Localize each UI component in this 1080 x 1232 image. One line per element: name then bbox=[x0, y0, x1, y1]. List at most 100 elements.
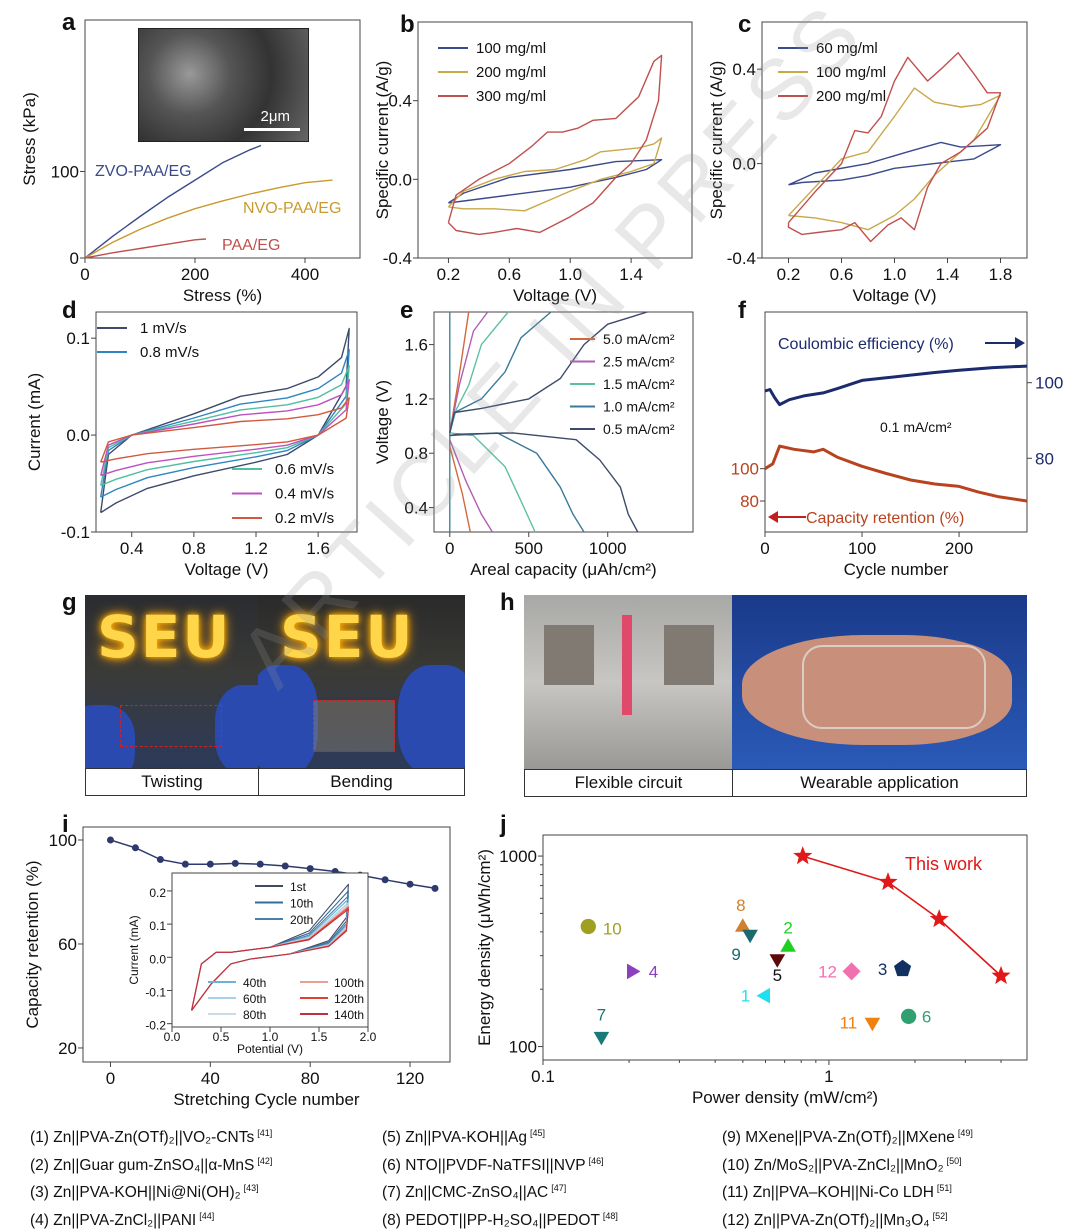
charge-curve bbox=[450, 312, 469, 433]
reference-citation: [42] bbox=[257, 1156, 272, 1166]
legend-label: 1 mV/s bbox=[140, 320, 187, 337]
legend-label: 40th bbox=[243, 976, 266, 990]
data-point bbox=[232, 860, 239, 867]
x-tick-label: 400 bbox=[291, 265, 319, 284]
point-label-5: 5 bbox=[773, 966, 782, 985]
x-tick-label: 1.4 bbox=[936, 265, 960, 284]
reference-item: (5) Zn||PVA-KOH||Ag[45] bbox=[382, 1122, 618, 1150]
y-axis-label: Stress (kPa) bbox=[20, 92, 39, 186]
reference-item: (1) Zn||PVA-Zn(OTf)₂||VO₂-CNTs[41] bbox=[30, 1122, 272, 1150]
y-tick-label: 0.8 bbox=[404, 444, 428, 463]
x-axis-label: Power density (mW/cm²) bbox=[692, 1088, 878, 1107]
triangle-down-marker-7 bbox=[594, 1032, 610, 1046]
series-nvo-paa-eg bbox=[85, 180, 333, 258]
y-tick-label: 100 bbox=[51, 162, 79, 181]
x-tick-label: 0.6 bbox=[498, 265, 522, 284]
reference-text: (10) Zn/MoS₂||PVA-ZnCl₂||MnO₂ bbox=[722, 1157, 944, 1174]
x-tick-label: 1.5 bbox=[311, 1030, 328, 1044]
legend-label: 200 mg/ml bbox=[476, 64, 546, 81]
x-tick-label: 0 bbox=[80, 265, 89, 284]
discharge-curve bbox=[450, 440, 493, 532]
point-label-9: 9 bbox=[731, 945, 740, 964]
references-col-2: (5) Zn||PVA-KOH||Ag[45](6) NTO||PVDF-NaT… bbox=[382, 1122, 618, 1232]
triangle-up-marker-8 bbox=[735, 918, 751, 932]
point-label-2: 2 bbox=[783, 918, 792, 937]
x-axis-label: Stress (%) bbox=[183, 286, 262, 305]
legend-label: 0.4 mV/s bbox=[275, 486, 334, 503]
circle-marker-6 bbox=[901, 1009, 916, 1024]
x-tick-label: 1.0 bbox=[558, 265, 582, 284]
x-tick-label: 0.6 bbox=[830, 265, 854, 284]
x-tick-label: 0.2 bbox=[777, 265, 801, 284]
x-tick-label: 0 bbox=[106, 1069, 115, 1088]
reference-text: (1) Zn||PVA-Zn(OTf)₂||VO₂-CNTs bbox=[30, 1129, 254, 1146]
charge-curve bbox=[450, 312, 488, 433]
y-tick-label: 1.2 bbox=[404, 390, 428, 409]
panel-letter-b: b bbox=[400, 11, 415, 38]
x-tick-label: 1.6 bbox=[306, 539, 330, 558]
plot-frame-c bbox=[762, 22, 1027, 258]
legend-label: 1st bbox=[290, 880, 307, 894]
reference-item: (3) Zn||PVA-KOH||Ni@Ni(OH)₂[43] bbox=[30, 1177, 272, 1205]
this-work-line bbox=[803, 856, 1001, 976]
x-tick-label: 1.0 bbox=[883, 265, 907, 284]
cv-curve-100-mg-ml bbox=[448, 160, 661, 203]
reference-item: (7) Zn||CMC-ZnSO₄||AC[47] bbox=[382, 1177, 618, 1205]
data-point bbox=[107, 836, 114, 843]
y-tick-label: -0.2 bbox=[145, 1019, 166, 1033]
point-label-3: 3 bbox=[878, 960, 887, 979]
x-tick-label: 80 bbox=[301, 1069, 320, 1088]
charge-curve bbox=[450, 312, 508, 433]
x-tick-label: 1.2 bbox=[244, 539, 268, 558]
reference-item: (10) Zn/MoS₂||PVA-ZnCl₂||MnO₂[50] bbox=[722, 1150, 973, 1178]
discharge-curve bbox=[450, 433, 584, 532]
legend-label: 80th bbox=[243, 1008, 266, 1022]
series-label: NVO-PAA/EG bbox=[243, 200, 341, 217]
legend-label: 100 mg/ml bbox=[476, 40, 546, 57]
x-tick-label: 1000 bbox=[589, 539, 627, 558]
coulombic-efficiency-label: Coulombic efficiency (%) bbox=[778, 336, 954, 353]
capacity-retention-label: Capacity retention (%) bbox=[806, 510, 964, 527]
y-tick-label: 0.0 bbox=[732, 155, 756, 174]
arrow-left-head bbox=[768, 511, 778, 523]
y-tick-label: -0.4 bbox=[383, 249, 412, 268]
triangle-down-marker-11 bbox=[865, 1018, 881, 1032]
x-axis-label: Areal capacity (μAh/cm²) bbox=[470, 560, 656, 579]
y-axis-label: Specific current (A/g) bbox=[707, 61, 726, 220]
x-tick-label: 0.0 bbox=[164, 1030, 181, 1044]
triangle-up-marker-2 bbox=[780, 938, 796, 952]
coulombic-efficiency-line bbox=[765, 366, 1027, 405]
y-tick-label: 60 bbox=[58, 935, 77, 954]
references-col-1: (1) Zn||PVA-Zn(OTf)₂||VO₂-CNTs[41](2) Zn… bbox=[30, 1122, 272, 1232]
y-tick-label: -0.1 bbox=[145, 985, 166, 999]
legend-label: 60 mg/ml bbox=[816, 40, 878, 57]
data-point bbox=[157, 856, 164, 863]
y-axis-label: Specific current (A/g) bbox=[373, 61, 392, 220]
legend-label: 0.5 mA/cm² bbox=[603, 421, 675, 437]
y-tick-label: 0.1 bbox=[66, 329, 90, 348]
capacity-retention-line bbox=[765, 446, 1027, 501]
reference-text: (8) PEDOT||PP-H₂SO₄||PEDOT bbox=[382, 1212, 600, 1229]
point-label-11: 11 bbox=[840, 1013, 858, 1032]
x-tick-label: 1.8 bbox=[989, 265, 1013, 284]
reference-text: (12) Zn||PVA-Zn(OTf)₂||Mn₃O₄ bbox=[722, 1212, 930, 1229]
x-tick-label: 500 bbox=[515, 539, 543, 558]
point-label-8: 8 bbox=[736, 896, 745, 915]
x-axis-label: Voltage (V) bbox=[513, 286, 597, 305]
plot-frame-b bbox=[418, 22, 692, 258]
legend-label: 100 mg/ml bbox=[816, 64, 886, 81]
reference-citation: [49] bbox=[958, 1128, 973, 1138]
this-work-star-marker bbox=[992, 966, 1011, 984]
x-tick-label: 1.4 bbox=[619, 265, 643, 284]
data-point bbox=[382, 876, 389, 883]
data-point bbox=[207, 861, 214, 868]
legend-label: 20th bbox=[290, 913, 313, 927]
y-axis-label: Voltage (V) bbox=[373, 380, 392, 464]
discharge-curve bbox=[450, 433, 638, 532]
panel-letter-f: f bbox=[738, 297, 747, 324]
references-col-3: (9) MXene||PVA-Zn(OTf)₂||MXene[49](10) Z… bbox=[722, 1122, 973, 1232]
x-axis-label: Potential (V) bbox=[237, 1042, 303, 1056]
reference-item: (4) Zn||PVA-ZnCl₂||PANI[44] bbox=[30, 1205, 272, 1232]
y-tick-label: 0 bbox=[70, 249, 79, 268]
y-tick-label: 0.1 bbox=[149, 919, 166, 933]
